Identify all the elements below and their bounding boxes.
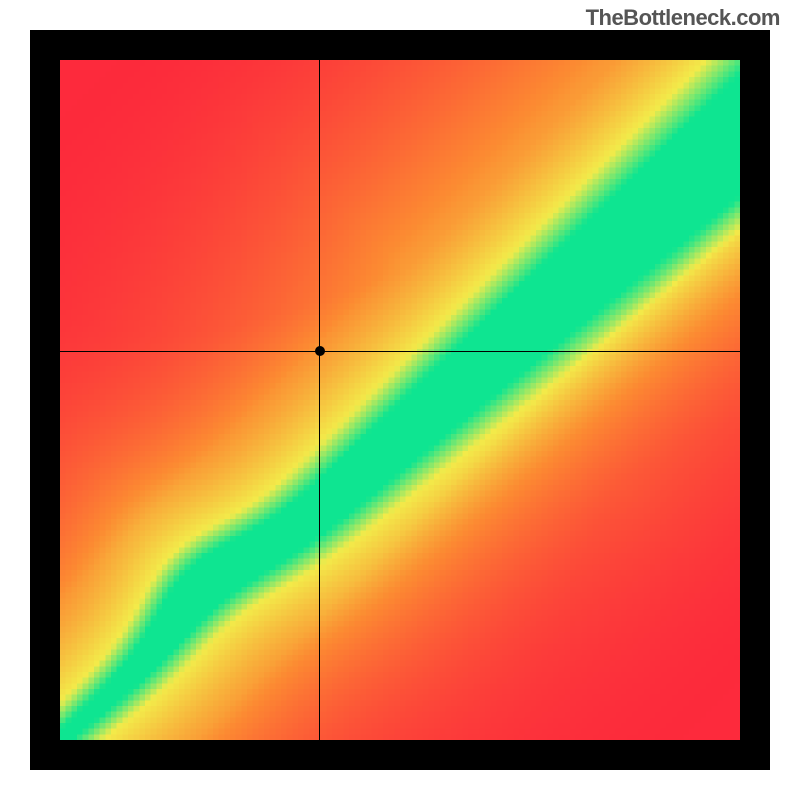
frame-right [740,30,770,770]
watermark-text: TheBottleneck.com [586,5,780,31]
frame-bottom [30,740,770,770]
heatmap-canvas-wrap [60,60,740,740]
crosshair-marker [315,346,325,356]
frame-left [30,30,60,770]
frame-top [30,30,770,60]
root: { "watermark": { "text": "TheBottleneck.… [0,0,800,800]
crosshair-horizontal [60,351,740,352]
crosshair-vertical [319,60,320,740]
heatmap-canvas [60,60,740,740]
